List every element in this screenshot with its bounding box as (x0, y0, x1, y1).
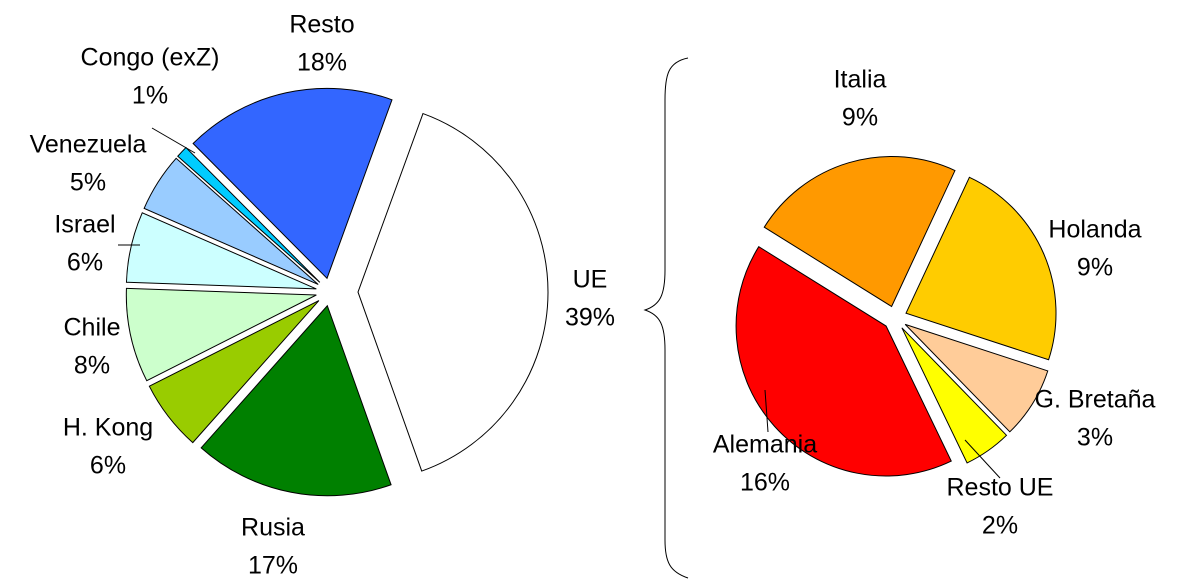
slice-value-label: 1% (132, 82, 168, 110)
leader-line (151, 127, 196, 154)
slice-value-label: 8% (74, 352, 110, 380)
slice-value-label: 16% (740, 469, 790, 497)
slice-label: Israel (54, 211, 115, 239)
slice-label: G. Bretaña (1035, 386, 1156, 414)
slice-value-label: 39% (565, 304, 615, 332)
slice-value-label: 6% (67, 249, 103, 277)
pie-slice (143, 157, 319, 285)
slice-label: Chile (64, 314, 121, 342)
slice-label: Congo (exZ) (81, 44, 220, 72)
pie-slice (200, 304, 392, 497)
slice-label: Holanda (1048, 216, 1141, 244)
pie-slice (192, 87, 393, 280)
slice-label: Alemania (713, 431, 817, 459)
pie-slice (125, 287, 317, 382)
slice-label: H. Kong (63, 414, 153, 442)
leader-line (964, 439, 1001, 479)
leader-line (764, 389, 769, 433)
slice-value-label: 2% (982, 512, 1018, 540)
pie-slice (901, 327, 1008, 464)
slice-value-label: 9% (842, 104, 878, 132)
pie-slice (763, 156, 956, 308)
pie-slice (125, 212, 317, 290)
slice-label: Resto (289, 11, 354, 39)
slice-label: UE (573, 266, 608, 294)
pie-slice (904, 323, 1049, 433)
slice-value-label: 9% (1077, 254, 1113, 282)
pie-slice (735, 246, 952, 477)
slice-value-label: 6% (90, 452, 126, 480)
brace (643, 57, 689, 579)
pie-slice (148, 300, 320, 444)
slice-value-label: 17% (248, 552, 298, 580)
pie-slice (357, 112, 549, 472)
slice-value-label: 3% (1077, 424, 1113, 452)
pie-slice (905, 176, 1057, 361)
slice-label: Venezuela (30, 131, 147, 159)
slice-label: Resto UE (947, 474, 1054, 502)
slice-label: Rusia (241, 514, 305, 542)
slice-value-label: 5% (70, 169, 106, 197)
slice-label: Italia (834, 66, 887, 94)
slice-value-label: 18% (297, 49, 347, 77)
